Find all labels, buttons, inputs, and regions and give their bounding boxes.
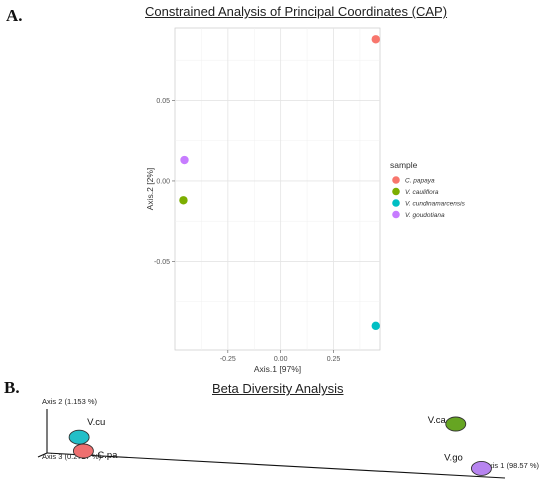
point-label: V.ca (428, 415, 447, 426)
data-point (470, 460, 492, 476)
point-label: C.pa (97, 450, 118, 461)
panel-b-title: Beta Diversity Analysis (212, 381, 344, 396)
data-point (445, 416, 467, 432)
panel-a-label: A. (6, 6, 23, 25)
legend-label: V. cundinamarcensis (405, 200, 466, 207)
y-axis-title: Axis.2 [2%] (145, 168, 155, 211)
legend-label: V. goudotiana (405, 212, 445, 219)
legend-label: V. cauliflora (405, 189, 439, 196)
x-tick-label: 0.00 (274, 356, 288, 363)
y-tick-label: -0.05 (154, 259, 170, 266)
beta-diversity-chart: Axis 2 (1.153 %) Axis 3 (0.2727 %) Axis 1 … (37, 397, 540, 479)
data-point (68, 429, 90, 445)
legend-title: sample (390, 160, 418, 170)
axis1-label: Axis 1 (98.57 %) (484, 461, 540, 470)
panel-a-title: Constrained Analysis of Principal Coordi… (145, 4, 448, 19)
panel-b-label: B. (4, 378, 20, 397)
x-axis-title: Axis.1 [97%] (254, 364, 301, 374)
cap-scatter-chart: -0.25 0.00 0.25 -0.05 0.00 0.05 Axis.1 [97%] Ax… (145, 27, 466, 374)
legend-marker (392, 176, 400, 184)
point-label: V.cu (87, 417, 105, 428)
x-tick-label: -0.25 (220, 356, 236, 363)
data-point (371, 321, 380, 331)
y-tick-label: 0.00 (156, 178, 170, 185)
legend-marker (392, 187, 400, 196)
x-tick-label: 0.25 (327, 356, 341, 363)
legend-marker (392, 199, 400, 207)
axis3-line (37, 452, 48, 458)
data-point (179, 196, 188, 205)
data-point (72, 443, 94, 459)
data-point (180, 155, 189, 165)
point-label: V.go (444, 452, 463, 463)
axis3-label: Axis 3 (0.2727 %) (42, 452, 102, 461)
legend-label: C. papaya (405, 177, 435, 184)
data-point (371, 35, 380, 44)
axis2-label: Axis 2 (1.153 %) (42, 397, 98, 406)
y-tick-label: 0.05 (156, 98, 170, 105)
axis1-line (46, 452, 506, 479)
legend-marker (392, 210, 400, 219)
plot-panel (174, 27, 381, 351)
